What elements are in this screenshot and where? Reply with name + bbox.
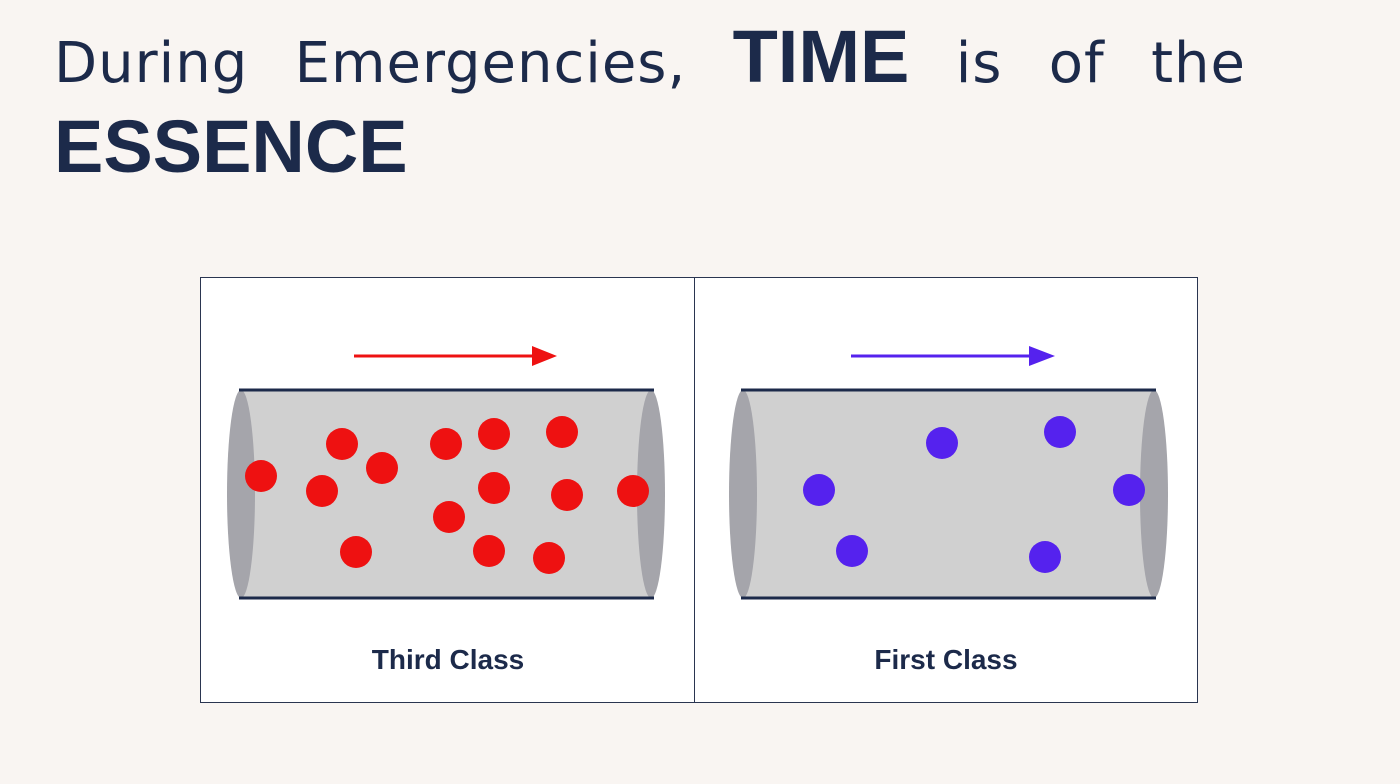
- blood-cell: [1044, 416, 1076, 448]
- red-blood-cell: [430, 428, 462, 460]
- vessel-cap-right: [637, 390, 665, 598]
- blood-cell: [836, 535, 868, 567]
- vessel-cap-left: [729, 390, 757, 598]
- red-blood-cell: [306, 475, 338, 507]
- red-blood-cell: [473, 535, 505, 567]
- red-blood-cell: [340, 536, 372, 568]
- flow-arrow-head: [1029, 346, 1055, 366]
- title-word: Emergencies,: [294, 31, 687, 96]
- flow-arrow-head: [532, 346, 557, 366]
- title-word: of: [1048, 31, 1105, 96]
- vessel-cap-left: [227, 390, 255, 598]
- blood-cell: [1029, 541, 1061, 573]
- particles: [803, 416, 1145, 573]
- first-class-label: First Class: [874, 644, 1018, 675]
- red-blood-cell: [433, 501, 465, 533]
- first-class-panel: First Class: [694, 277, 1198, 703]
- page-title: During Emergencies, TIME is of the ESSEN…: [54, 20, 1254, 184]
- vessel-cap-right: [1140, 390, 1168, 598]
- red-blood-cell: [478, 472, 510, 504]
- vessel-body: [741, 390, 1156, 598]
- red-blood-cell: [617, 475, 649, 507]
- blood-cell: [926, 427, 958, 459]
- title-line-1: During Emergencies, TIME is of the: [54, 20, 1246, 120]
- title-emphasis-essence: ESSENCE: [54, 105, 408, 188]
- red-blood-cell: [533, 542, 565, 574]
- third-class-panel: Third Class: [200, 277, 696, 703]
- third-class-vessel-diagram: [227, 346, 665, 600]
- title-emphasis-time: TIME: [732, 15, 910, 98]
- title-word: the: [1151, 31, 1246, 96]
- blood-cell: [803, 474, 835, 506]
- red-blood-cell: [551, 479, 583, 511]
- blood-cell: [1113, 474, 1145, 506]
- title-word: During: [54, 31, 249, 96]
- red-blood-cell: [366, 452, 398, 484]
- red-blood-cell: [478, 418, 510, 450]
- vessel-body: [239, 390, 654, 598]
- first-class-vessel-diagram: [729, 346, 1168, 600]
- red-blood-cell: [546, 416, 578, 448]
- title-word: is: [955, 31, 1003, 96]
- particles: [245, 416, 649, 574]
- red-blood-cell: [245, 460, 277, 492]
- third-class-label: Third Class: [371, 644, 525, 675]
- red-blood-cell: [326, 428, 358, 460]
